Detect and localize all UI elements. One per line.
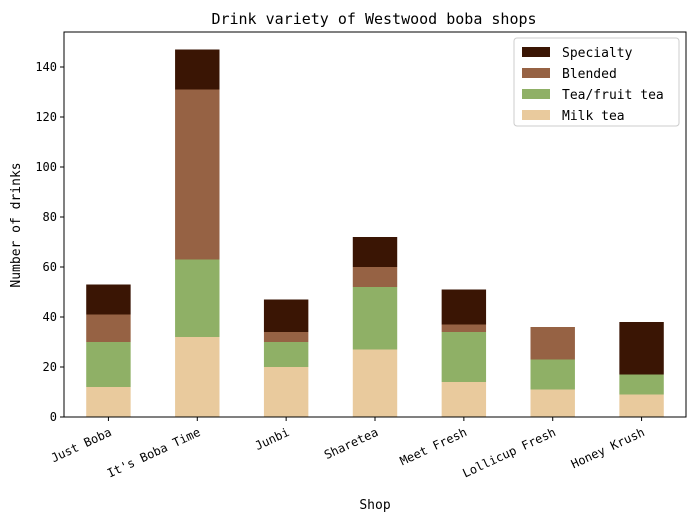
bar-tea-fruit-tea-1 bbox=[175, 259, 220, 337]
legend-swatch bbox=[522, 110, 550, 120]
bar-tea-fruit-tea-3 bbox=[352, 287, 398, 350]
bar-blended-5 bbox=[530, 327, 575, 360]
y-axis-label: Number of drinks bbox=[9, 162, 24, 287]
y-tick-label: 0 bbox=[50, 410, 57, 424]
legend-label: Blended bbox=[562, 67, 617, 82]
y-axis: 0 20 40 60 80 100 120 140 bbox=[35, 60, 64, 424]
y-tick-label: 40 bbox=[43, 310, 57, 324]
x-tick-label: It's Boba Time bbox=[105, 425, 203, 480]
legend-label: Milk tea bbox=[562, 109, 625, 124]
y-tick-label: 80 bbox=[43, 210, 57, 224]
y-tick-label: 100 bbox=[35, 160, 57, 174]
x-tick-label: Junbi bbox=[253, 425, 292, 453]
chart-title: Drink variety of Westwood boba shops bbox=[211, 10, 536, 28]
bar-milk-tea-2 bbox=[263, 367, 309, 417]
y-tick-label: 60 bbox=[43, 260, 57, 274]
bar-milk-tea-5 bbox=[530, 389, 575, 417]
bar-milk-tea-6 bbox=[619, 394, 664, 417]
legend-swatch bbox=[522, 47, 550, 57]
x-tick-label: Honey Krush bbox=[569, 425, 647, 471]
legend-swatch bbox=[522, 68, 550, 78]
x-tick-label: Lollicup Fresh bbox=[460, 425, 558, 480]
legend-swatch bbox=[522, 89, 550, 99]
bar-blended-2 bbox=[263, 332, 309, 342]
bar-specialty-3 bbox=[352, 237, 398, 267]
bar-specialty-1 bbox=[175, 49, 220, 90]
legend-label: Tea/fruit tea bbox=[562, 88, 664, 103]
y-tick-label: 120 bbox=[35, 110, 57, 124]
bar-specialty-2 bbox=[263, 299, 309, 332]
bar-tea-fruit-tea-0 bbox=[86, 342, 131, 387]
bar-milk-tea-3 bbox=[352, 349, 398, 417]
bar-blended-0 bbox=[86, 314, 131, 342]
bar-tea-fruit-tea-2 bbox=[263, 342, 309, 367]
bars-group bbox=[86, 49, 664, 417]
y-tick-label: 20 bbox=[43, 360, 57, 374]
legend-box bbox=[513, 37, 680, 127]
bar-blended-1 bbox=[175, 89, 220, 260]
bar-specialty-6 bbox=[619, 322, 664, 375]
bar-specialty-4 bbox=[441, 289, 487, 325]
bar-milk-tea-0 bbox=[86, 387, 131, 417]
bar-milk-tea-1 bbox=[175, 337, 220, 417]
bar-tea-fruit-tea-6 bbox=[619, 374, 664, 395]
bar-blended-3 bbox=[352, 267, 398, 287]
x-tick-label: Sharetea bbox=[322, 425, 380, 462]
y-tick-label: 140 bbox=[35, 60, 57, 74]
legend: Specialty Blended Tea/fruit tea Milk tea bbox=[513, 37, 680, 127]
plot-frame bbox=[63, 31, 687, 418]
x-tick-label: Meet Fresh bbox=[398, 425, 469, 468]
x-axis-label: Shop bbox=[359, 498, 390, 513]
bar-tea-fruit-tea-5 bbox=[530, 359, 575, 390]
bar-milk-tea-4 bbox=[441, 382, 487, 417]
bar-tea-fruit-tea-4 bbox=[441, 332, 487, 382]
x-tick-label: Just Boba bbox=[49, 425, 114, 465]
bar-specialty-0 bbox=[86, 284, 131, 315]
legend-label: Specialty bbox=[562, 46, 633, 61]
bar-blended-4 bbox=[441, 324, 487, 332]
